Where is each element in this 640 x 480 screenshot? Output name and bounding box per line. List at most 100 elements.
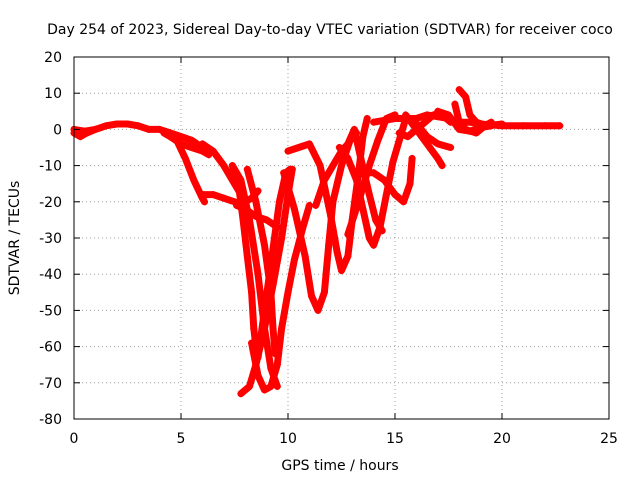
data-point — [487, 122, 495, 130]
x-axis-title: GPS time / hours — [281, 458, 398, 474]
data-point — [290, 256, 298, 264]
data-point — [445, 111, 452, 119]
data-point — [314, 306, 322, 314]
data-point — [556, 122, 564, 130]
data-point — [260, 241, 268, 249]
series-track-7 — [228, 162, 260, 351]
data-point — [350, 125, 358, 133]
data-point — [177, 133, 185, 141]
data-point — [404, 133, 412, 141]
data-point — [359, 169, 367, 177]
series-track-13 — [233, 201, 281, 231]
data-point — [338, 162, 345, 170]
chart-title: Day 254 of 2023, Sidereal Day-to-day VTE… — [47, 22, 613, 38]
series-trace — [70, 125, 99, 141]
data-point — [477, 124, 485, 132]
data-point — [408, 154, 416, 162]
data-point — [376, 223, 384, 231]
data-point — [83, 129, 91, 137]
y-tick-label: -10 — [39, 159, 62, 175]
data-point — [325, 241, 333, 249]
data-point — [434, 107, 442, 115]
data-point — [359, 205, 367, 213]
data-point — [365, 234, 373, 242]
data-point — [472, 118, 480, 126]
data-point — [273, 223, 281, 231]
data-point — [370, 118, 378, 126]
y-tick-label: -30 — [39, 231, 62, 247]
data-point — [329, 162, 337, 170]
y-tick-label: -20 — [39, 195, 62, 211]
data-point — [273, 382, 281, 390]
data-point — [363, 115, 371, 123]
data-point — [198, 140, 206, 148]
data-point — [134, 122, 142, 130]
data-point — [391, 191, 399, 199]
data-point — [305, 140, 313, 148]
data-point — [267, 382, 275, 390]
data-point — [239, 216, 247, 224]
data-point — [228, 162, 236, 170]
grid — [74, 57, 609, 419]
y-tick-label: -60 — [39, 340, 62, 356]
data-point — [320, 176, 328, 184]
data-point — [391, 115, 399, 123]
data-point — [305, 201, 313, 209]
y-tick-label: 20 — [44, 50, 62, 66]
data-point — [333, 248, 341, 256]
data-point — [541, 122, 549, 130]
data-point — [357, 154, 365, 162]
data-point — [430, 111, 438, 119]
data-point — [124, 120, 131, 128]
data-point — [423, 140, 431, 148]
data-point — [260, 386, 268, 394]
data-point — [269, 325, 277, 332]
data-point — [145, 125, 153, 133]
data-point — [220, 162, 228, 170]
data-point — [389, 158, 397, 166]
data-point — [438, 162, 446, 170]
data-point — [280, 169, 288, 177]
y-axis-title: SDTVAR / TECUs — [7, 181, 23, 296]
data-point — [166, 133, 174, 141]
series-track-26 — [434, 107, 495, 135]
series-trace — [408, 115, 455, 151]
series-track-23 — [408, 115, 455, 151]
data-point — [402, 111, 410, 119]
data-point — [370, 241, 378, 249]
data-point — [243, 165, 251, 173]
data-point — [290, 205, 298, 213]
data-point — [284, 288, 292, 296]
x-tick-labels: 0 5 10 15 20 25 — [70, 431, 618, 447]
data-point — [284, 147, 292, 155]
x-tick-label: 0 — [70, 431, 79, 447]
data-point — [434, 154, 442, 162]
data-point — [344, 252, 352, 260]
data-point — [102, 122, 110, 130]
data-point — [455, 86, 463, 94]
data-point — [243, 252, 251, 260]
data-point — [423, 133, 431, 141]
data-point — [380, 176, 388, 184]
data-point — [278, 325, 286, 332]
data-point — [408, 115, 416, 123]
data-point — [245, 216, 253, 224]
data-point — [344, 140, 352, 148]
data-point — [209, 191, 217, 199]
data-point — [260, 325, 268, 332]
data-point — [273, 361, 281, 369]
data-point — [250, 325, 258, 332]
data-point — [359, 133, 367, 141]
data-point — [252, 198, 260, 206]
y-tick-label: -50 — [39, 303, 62, 319]
data-point — [76, 133, 84, 141]
data-point — [400, 198, 408, 206]
y-tick-label: -70 — [39, 376, 62, 392]
x-tick-label: 10 — [279, 431, 297, 447]
data-point — [220, 194, 228, 202]
data-point — [190, 176, 198, 184]
data-point — [498, 120, 506, 128]
data-point — [338, 267, 345, 275]
data-point — [374, 136, 382, 144]
